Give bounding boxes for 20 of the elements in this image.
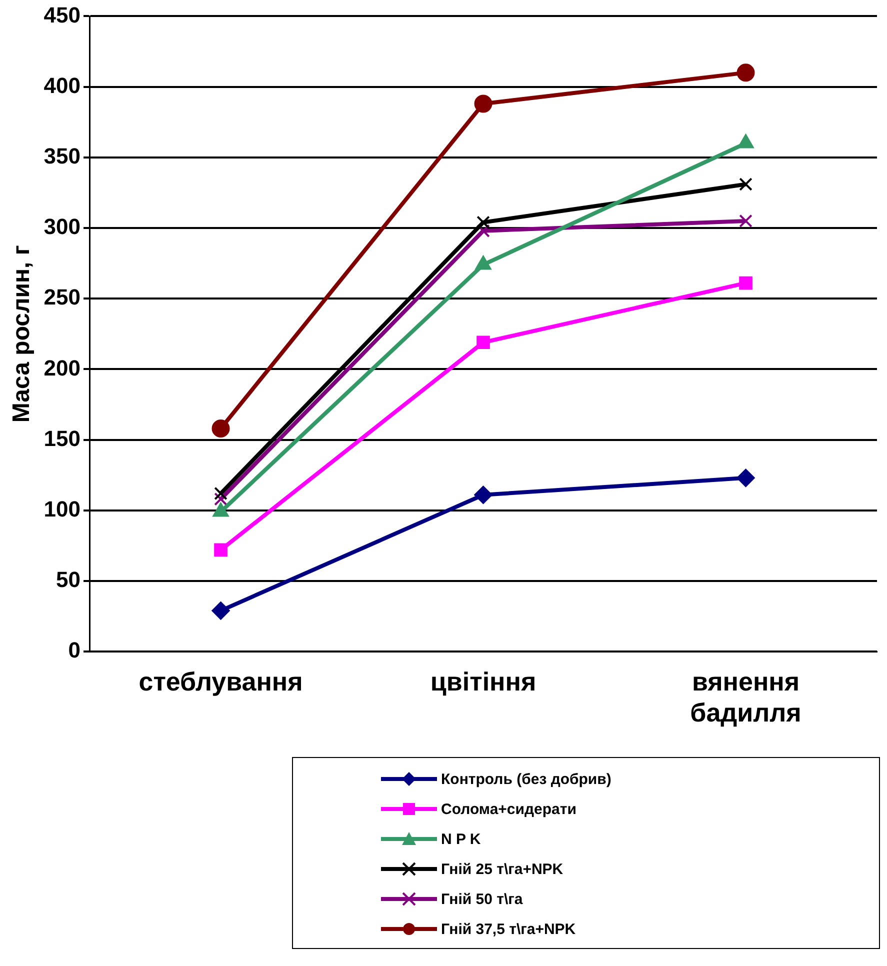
y-tick-label: 250	[44, 284, 81, 310]
y-tick-label: 150	[44, 426, 81, 451]
legend-label: Гній 25 т\га+NPK	[441, 860, 564, 878]
y-tick-label: 50	[56, 567, 81, 592]
y-tick-label: 350	[44, 143, 81, 168]
legend-label: Гній 50 т\га	[441, 890, 523, 908]
legend-label: Гній 37,5 т\га+NPK	[441, 920, 576, 938]
legend-label: Контроль (без добрив)	[441, 770, 612, 788]
y-tick-label: 450	[44, 2, 81, 28]
y-tick-label: 300	[44, 214, 81, 240]
x-tick-label: цвітіння	[430, 666, 536, 696]
y-tick-label: 0	[68, 638, 81, 663]
x-tick-label: вянення бадилля	[690, 666, 802, 728]
x-tick-label: стеблування	[138, 666, 303, 696]
y-tick-label: 200	[44, 355, 81, 380]
y-axis-title: Маса рослин, г	[8, 245, 36, 423]
legend-label: Солома+сидерати	[441, 800, 576, 818]
y-tick-label: 400	[44, 72, 81, 98]
y-tick-label: 100	[44, 496, 81, 522]
legend-label: N P K	[441, 830, 481, 848]
